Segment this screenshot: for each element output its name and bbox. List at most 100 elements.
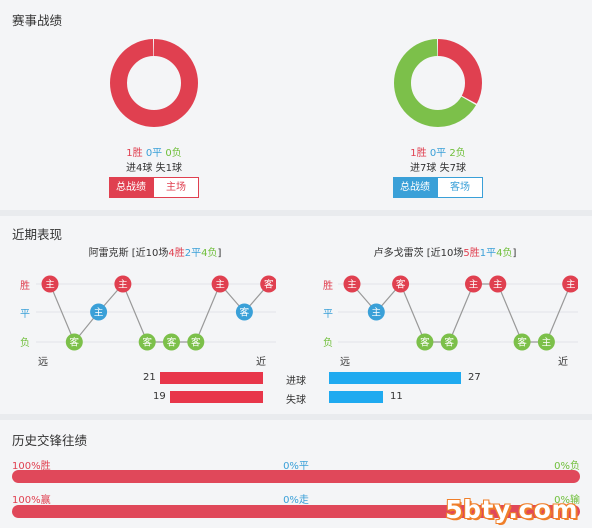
left-scored-value: 21 [143,372,156,383]
form-point-marker [260,275,276,293]
form-point: 客 [65,333,83,351]
form-point-marker [163,333,180,351]
section-title: 赛事战绩 [12,13,63,28]
form-point-venue: 主 [469,279,479,291]
team-name: 卢多戈雷茨 [373,248,424,259]
form-point: 主 [489,275,507,293]
form-point-marker [562,275,578,293]
h2h-handicap-push-pct: 0%走 [283,495,309,506]
form-point-venue: 客 [167,337,177,349]
left-form-chart: 主客主主客客客主客客 [36,275,276,351]
left-scored-bar [160,372,263,384]
y-label-win: 胜 [323,281,333,292]
form-point: 主 [562,275,578,293]
right-conceded-value: 11 [390,391,403,402]
form-point-venue: 主 [566,279,576,291]
form-point-marker [537,333,555,351]
form-point: 客 [513,333,531,351]
form-point-venue: 客 [420,337,430,349]
form-point: 客 [260,275,276,293]
form-point-marker [187,333,205,351]
form-point-venue: 客 [396,279,406,291]
form-point: 客 [138,333,156,351]
form-point: 主 [537,333,555,351]
left-conceded-bar [169,391,263,403]
form-point-venue: 主 [118,279,128,291]
form-point: 客 [187,333,205,351]
form-line [351,282,572,343]
form-point-venue: 客 [142,337,152,349]
scored-label: 进球 [286,376,306,387]
form-point: 客 [235,303,253,321]
win-count: 1胜 [126,148,143,159]
head-to-head-panel: 历史交锋往绩 100%胜 0%平 0%负 100%赢 0%走 0%输 [0,420,592,528]
form-point-venue: 主 [45,279,55,291]
draw-count: 0平 [429,148,447,159]
form-point-marker [211,275,229,293]
form-point-venue: 主 [347,279,357,291]
tab-away[interactable]: 客场 [437,177,483,198]
form-point: 主 [211,275,229,293]
form-point: 客 [440,333,458,351]
y-label-draw: 平 [323,309,333,320]
watermark-logo: 5bty.com [445,495,578,524]
form-point-marker [392,275,410,293]
h2h-draw-pct: 0%平 [283,461,309,472]
h2h-handicap-win-pct: 100%赢 [12,495,51,506]
near-label: 近 [558,357,568,368]
form-point: 主 [465,275,482,293]
form-point-venue: 客 [191,337,201,349]
left-goals: 进4球 失1球 [126,163,182,174]
form-point-marker [465,275,482,293]
donut-segment-win [394,39,482,127]
form-point-venue: 客 [240,307,250,319]
form-point-venue: 客 [517,337,527,349]
form-point: 主 [41,275,59,293]
h2h-handicap-loss-pct: 0%输 [554,495,580,506]
section-title: 历史交锋往绩 [12,433,88,448]
section-title: 近期表现 [12,227,63,242]
loss-count: 0负 [165,148,182,159]
form-point-venue: 主 [493,279,503,291]
left-donut-chart [110,39,198,127]
donut-segment-win [110,39,198,127]
left-conceded-value: 19 [153,391,166,402]
tab-overall-right[interactable]: 总战绩 [393,177,437,198]
team-name: 阿雷克斯 [88,248,129,259]
y-label-loss: 负 [323,338,333,349]
form-point-marker [65,333,83,351]
form-point-venue: 主 [94,307,104,319]
far-label: 远 [340,357,350,368]
right-goals: 进7球 失7球 [410,163,466,174]
tab-overall-left[interactable]: 总战绩 [109,177,153,198]
form-point: 主 [343,275,361,293]
conceded-label: 失球 [286,395,306,406]
left-record-summary: 1胜 0平 0负 [104,144,204,159]
form-point-venue: 主 [542,337,552,349]
form-point-marker [367,303,385,321]
h2h-win-pct: 100%胜 [12,461,51,472]
form-point-marker [513,333,531,351]
h2h-loss-pct: 0%负 [554,461,580,472]
far-label: 远 [38,357,48,368]
form-line [49,282,270,344]
right-conceded-bar [329,391,383,403]
tab-home[interactable]: 主场 [153,177,199,198]
h2h-handicap-bar [12,505,580,518]
form-point-marker [416,333,434,351]
form-point-venue: 客 [264,279,274,291]
form-point: 客 [416,333,434,351]
form-point-marker [489,275,507,293]
form-point-venue: 主 [215,279,225,291]
form-point-marker [90,303,108,321]
right-donut-chart [394,39,482,127]
form-point: 客 [163,333,180,351]
recent-form-panel: 近期表现 阿雷克斯 [近10场4胜2平4负] 卢多戈雷茨 [近10场5胜1平4负… [0,216,592,414]
form-point-marker [41,275,59,293]
y-label-win: 胜 [20,281,30,292]
form-point: 主 [367,303,385,321]
left-team-form-header: 阿雷克斯 [近10场4胜2平4负] [88,248,222,259]
form-point-venue: 主 [372,307,382,319]
right-record-summary: 1胜 0平 2负 [388,144,488,159]
